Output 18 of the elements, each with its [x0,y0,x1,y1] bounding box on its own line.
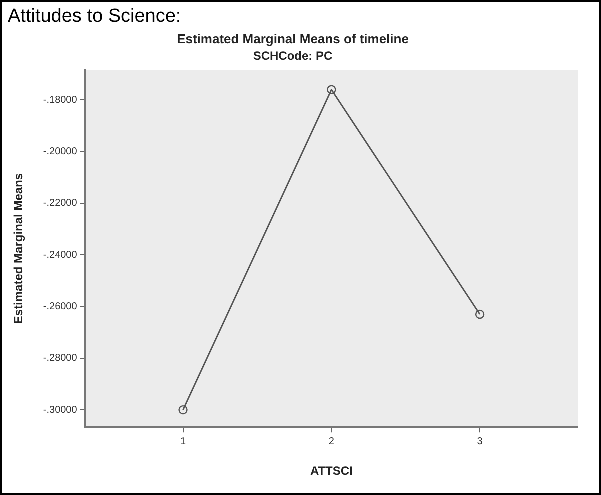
x-tick-label: 2 [328,436,335,448]
y-tick-label: -.22000 [43,198,78,210]
point [475,310,485,320]
x-tick-label: 1 [180,436,186,448]
chart-subtitle: SCHCode: PC [253,49,333,64]
point [327,85,336,94]
text: Attitudes to Science: [7,5,182,28]
y-tick-label: -.18000 [43,94,78,106]
y-tick-label: -.20000 [43,146,78,158]
y-tick-label: -.26000 [43,302,78,313]
point [178,405,188,415]
y-tick-label: -.28000 [43,353,78,364]
y-tick-label: -.30000 [43,404,78,416]
x-tick-label: 3 [477,436,484,448]
chart-title: Estimated Marginal Means of timeline [177,31,409,46]
x-axis-title: ATTSCI [310,464,353,478]
y-tick-label: -.24000 [43,250,78,261]
y-axis-title: Estimated Marginal Means [12,173,26,324]
